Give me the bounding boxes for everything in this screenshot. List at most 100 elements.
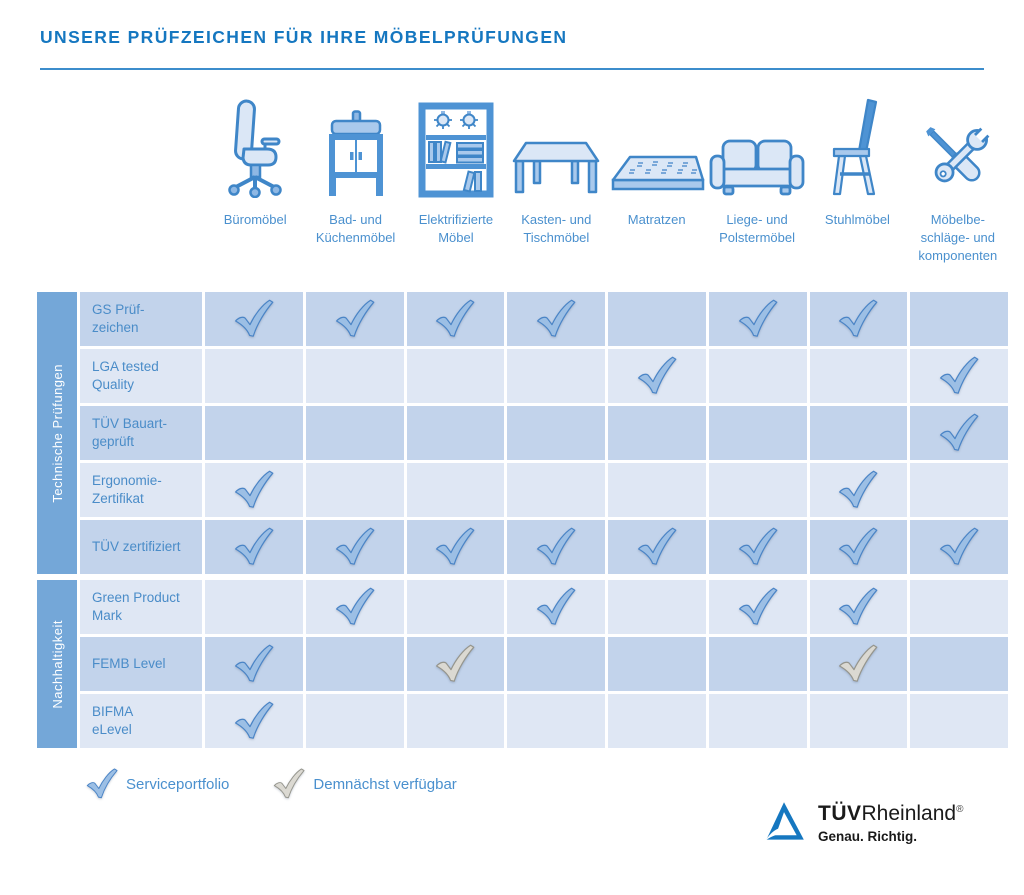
blue-check-icon (84, 768, 120, 800)
mattress-icon (608, 90, 706, 198)
column-bad-kueche: Bad- und Küchenmöbel (305, 90, 405, 265)
blue-check-icon (937, 413, 981, 453)
empty-cell (406, 580, 505, 634)
blue-check-icon (836, 587, 880, 627)
column-label: Kasten- und Tischmöbel (521, 212, 592, 245)
row-label: FEMB Level (80, 637, 202, 691)
blue-check-icon (333, 527, 377, 567)
column-stuhlmoebel: Stuhlmöbel (807, 90, 907, 265)
blue-check-icon (534, 587, 578, 627)
check-serviceportfolio (708, 580, 807, 634)
blue-check-icon (836, 470, 880, 510)
empty-cell (305, 694, 404, 748)
empty-cell (910, 694, 1008, 748)
check-serviceportfolio (507, 580, 605, 634)
check-serviceportfolio (305, 580, 404, 634)
check-serviceportfolio (406, 520, 505, 574)
check-serviceportfolio (910, 349, 1008, 403)
blue-check-icon (232, 470, 276, 510)
check-serviceportfolio (809, 292, 908, 346)
group-technische-pruefungen: Technische Prüfungen GS Prüf- zeichen LG… (37, 292, 1008, 574)
logo-wordmark: TÜVRheinland® Genau. Richtig. (818, 802, 964, 844)
gray-check-icon (271, 768, 307, 800)
blue-check-icon (736, 527, 780, 567)
blue-check-icon (333, 299, 377, 339)
check-serviceportfolio (205, 463, 303, 517)
column-label: Liege- und Polstermöbel (719, 212, 795, 245)
column-kasten-tisch: Kasten- und Tischmöbel (506, 90, 606, 265)
empty-cell (708, 637, 807, 691)
group-band: Nachhaltigkeit (37, 580, 77, 748)
empty-cell (507, 463, 605, 517)
check-serviceportfolio (305, 520, 404, 574)
empty-cell (406, 406, 505, 460)
legend-label: Demnächst verfügbar (313, 775, 457, 793)
blue-check-icon (635, 356, 679, 396)
empty-cell (205, 406, 303, 460)
legend-label: Serviceportfolio (126, 775, 230, 793)
tuv-rheinland-logo: TÜVRheinland® Genau. Richtig. (760, 800, 963, 844)
table-row: TÜV zertifiziert (80, 520, 1008, 574)
column-header: Büromöbel Bad- und Küchenmöbel (205, 90, 1008, 265)
check-serviceportfolio (910, 406, 1008, 460)
check-coming-soon (809, 637, 908, 691)
blue-check-icon (736, 299, 780, 339)
column-label: Matratzen (627, 212, 686, 227)
row-label: TÜV zertifiziert (80, 520, 202, 574)
office-chair-icon (224, 90, 286, 198)
empty-cell (305, 349, 404, 403)
empty-cell (507, 694, 605, 748)
certification-matrix: Technische Prüfungen GS Prüf- zeichen LG… (37, 292, 1008, 754)
check-serviceportfolio (608, 520, 706, 574)
column-label: Elektrifizierte Möbel (418, 212, 494, 245)
blue-check-icon (937, 527, 981, 567)
table-icon (510, 90, 602, 198)
logo-tagline: Genau. Richtig. (818, 829, 918, 844)
table-row: FEMB Level (80, 637, 1008, 691)
check-serviceportfolio (809, 580, 908, 634)
gray-check-icon (836, 644, 880, 684)
sofa-icon (708, 90, 806, 198)
empty-cell (507, 406, 605, 460)
empty-cell (507, 637, 605, 691)
check-serviceportfolio (205, 637, 303, 691)
empty-cell (608, 694, 706, 748)
blue-check-icon (534, 527, 578, 567)
check-coming-soon (406, 637, 505, 691)
check-serviceportfolio (809, 520, 908, 574)
blue-check-icon (635, 527, 679, 567)
blue-check-icon (232, 701, 276, 741)
column-elektrifizierte: Elektrifizierte Möbel (406, 90, 506, 265)
blue-check-icon (232, 644, 276, 684)
row-label: Green Product Mark (80, 580, 202, 634)
empty-cell (809, 349, 908, 403)
blue-check-icon (937, 356, 981, 396)
legend: Serviceportfolio Demnächst verfügbar (84, 768, 457, 800)
empty-cell (305, 406, 404, 460)
row-label: GS Prüf- zeichen (80, 292, 202, 346)
empty-cell (910, 637, 1008, 691)
empty-cell (809, 406, 908, 460)
table-row: TÜV Bauart- geprüft (80, 406, 1008, 460)
empty-cell (305, 637, 404, 691)
check-serviceportfolio (205, 292, 303, 346)
empty-cell (608, 580, 706, 634)
column-label: Bad- und Küchenmöbel (315, 212, 396, 245)
check-serviceportfolio (507, 520, 605, 574)
blue-check-icon (232, 527, 276, 567)
tuv-triangle-icon (765, 802, 804, 841)
legend-serviceportfolio: Serviceportfolio (84, 768, 229, 800)
empty-cell (708, 694, 807, 748)
empty-cell (406, 694, 505, 748)
blue-check-icon (836, 527, 880, 567)
empty-cell (305, 463, 404, 517)
column-liege-polster: Liege- und Polstermöbel (707, 90, 807, 265)
check-serviceportfolio (708, 292, 807, 346)
check-serviceportfolio (507, 292, 605, 346)
group-label: Nachhaltigkeit (49, 619, 65, 709)
check-serviceportfolio (608, 349, 706, 403)
page-title: UNSERE PRÜFZEICHEN FÜR IHRE MÖBELPRÜFUNG… (40, 27, 568, 47)
check-serviceportfolio (305, 292, 404, 346)
group-label: Technische Prüfungen (49, 363, 65, 503)
table-row: GS Prüf- zeichen (80, 292, 1008, 346)
